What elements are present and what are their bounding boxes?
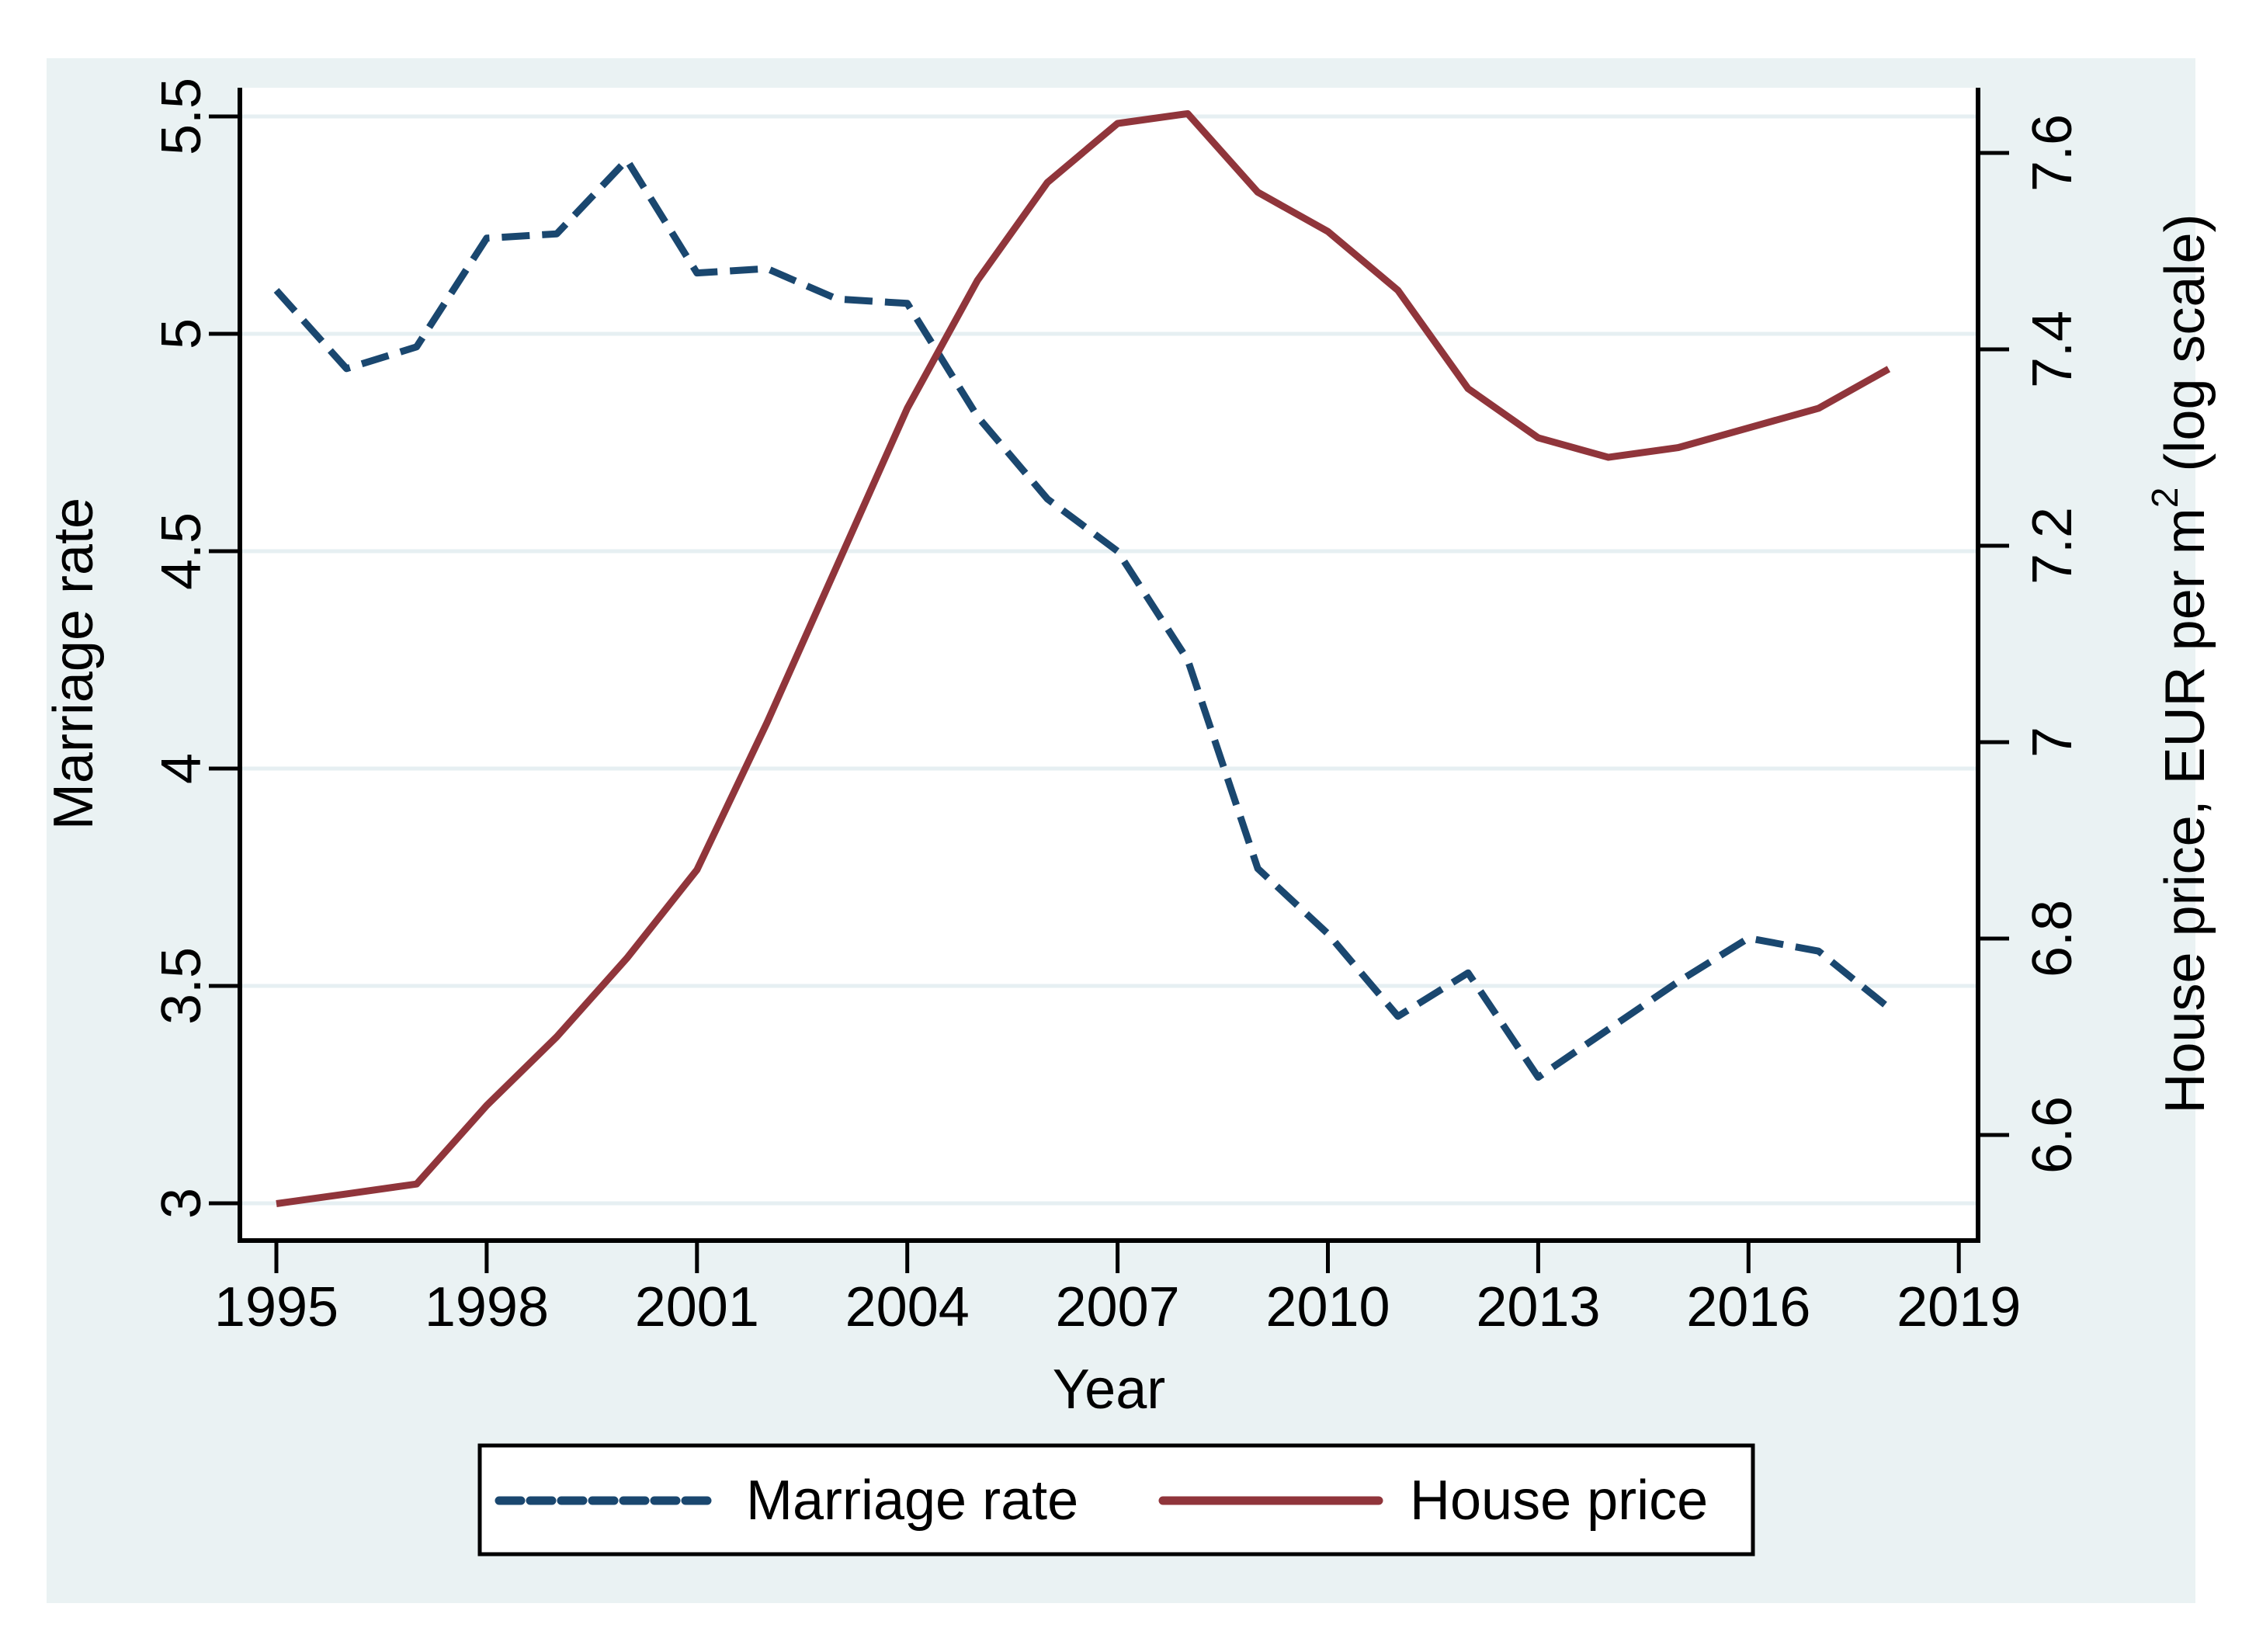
y-right-title-superscript: 2 [2145,488,2186,508]
x-tick-label: 1995 [214,1276,338,1338]
plot-area [240,88,1978,1241]
legend-label-house-price: House price [1410,1470,1708,1532]
y-right-title-text: House price, EUR per m [2154,508,2216,1113]
x-tick-label: 2016 [1686,1276,1810,1338]
x-tick-label: 2001 [635,1276,759,1338]
y-right-tick-label: 6.6 [2022,1096,2084,1174]
y-right-tick-label: 7 [2022,727,2084,758]
y-left-tick-label: 4 [151,753,213,784]
y-right-tick-label: 7.6 [2022,114,2084,192]
legend-label-marriage-rate: Marriage rate [746,1470,1078,1532]
x-tick-label: 2013 [1476,1276,1600,1338]
x-axis-title: Year [1053,1359,1165,1421]
x-tick-label: 2010 [1265,1276,1390,1338]
x-tick-label: 2019 [1897,1276,2021,1338]
y-right-tick-label: 7.2 [2022,507,2084,585]
y-right-tick-label: 7.4 [2022,311,2084,388]
y-left-tick-label: 3 [151,1188,213,1219]
series-line-marriage-rate [273,156,1891,1081]
y-right-axis-title: House price, EUR per m2 (log scale) [2145,213,2217,1113]
x-tick-label: 1998 [425,1276,549,1338]
series-line-house-price [276,109,1891,1207]
x-tick-label: 2004 [845,1276,970,1338]
y-left-tick-label: 3.5 [151,947,213,1025]
y-right-title-text: (log scale) [2154,213,2216,487]
y-left-axis-title: Marriage rate [43,498,105,830]
y-left-tick-label: 4.5 [151,512,213,590]
y-left-tick-label: 5.5 [151,78,213,155]
y-left-tick-label: 5 [151,318,213,349]
y-right-tick-label: 6.8 [2022,900,2084,977]
x-tick-label: 2007 [1056,1276,1180,1338]
